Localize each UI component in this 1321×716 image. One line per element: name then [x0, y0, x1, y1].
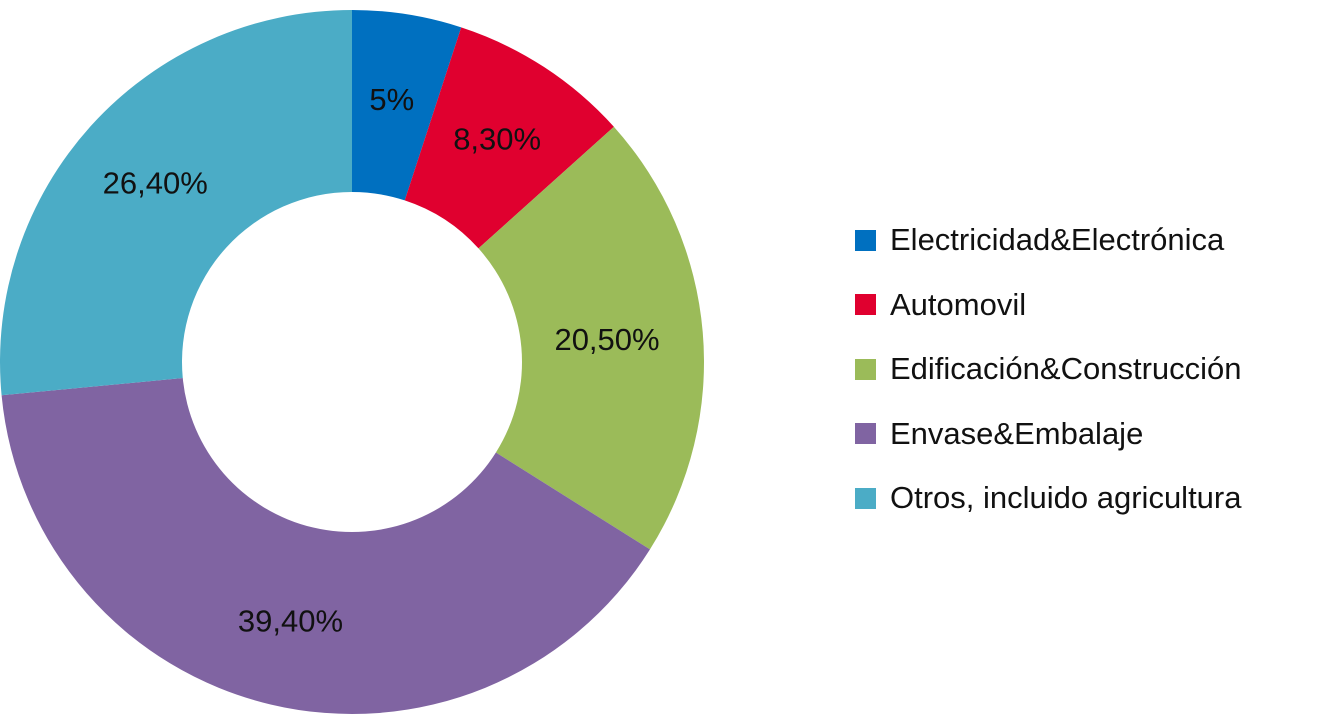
legend-label: Electricidad&Electrónica: [890, 222, 1225, 258]
legend-label: Edificación&Construcción: [890, 351, 1242, 387]
slice-otros-incluido-agricultura: [0, 10, 352, 396]
legend-label: Otros, incluido agricultura: [890, 480, 1242, 516]
slice-electricidad-electronica: [352, 10, 462, 201]
legend-label: Automovil: [890, 286, 1027, 322]
legend-swatch: [855, 229, 876, 251]
slice-label-otros-incluido-agricultura: 26,40%: [103, 166, 208, 201]
legend-swatch: [855, 294, 876, 316]
slice-envase-embalaje: [1, 378, 650, 715]
slice-automovil: [404, 27, 614, 249]
legend-swatch: [855, 487, 876, 509]
legend-label: Envase&Embalaje: [890, 415, 1144, 451]
slice-label-envase-embalaje: 39,40%: [238, 603, 343, 638]
legend-item-otros-incluido-agricultura: Otros, incluido agricultura: [855, 466, 1315, 531]
legend-swatch: [855, 423, 876, 445]
slice-label-edificacion-construccion: 20,50%: [554, 322, 659, 357]
slice-label-electricidad-electronica: 5%: [369, 82, 414, 117]
slices-group: [0, 10, 704, 715]
legend-item-electricidad-electronica: Electricidad&Electrónica: [855, 208, 1315, 273]
slice-label-automovil: 8,30%: [453, 122, 541, 157]
legend-item-automovil: Automovil: [855, 273, 1315, 338]
slice-edificacion-construccion: [478, 126, 704, 550]
slice-labels-group: 5% 8,30% 20,50% 39,40% 26,40%: [103, 82, 660, 638]
legend-item-envase-embalaje: Envase&Embalaje: [855, 402, 1315, 467]
legend: Electricidad&Electrónica Automovil Edifi…: [855, 208, 1315, 531]
legend-swatch: [855, 358, 876, 380]
legend-item-edificacion-construccion: Edificación&Construcción: [855, 337, 1315, 402]
